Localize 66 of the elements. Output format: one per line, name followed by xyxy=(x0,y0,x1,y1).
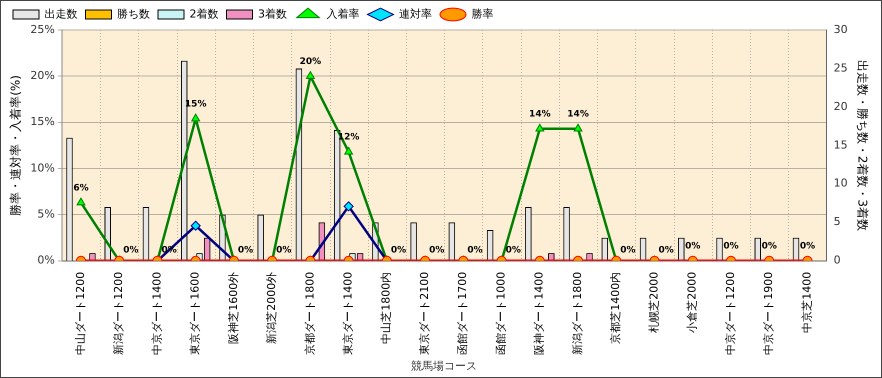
y-tick-label: 10% xyxy=(30,161,55,174)
legend-label: 勝率 xyxy=(471,7,494,20)
x-tick-label: 東京ダート1600 xyxy=(188,272,202,355)
x-tick-label: 東京ダート1400 xyxy=(341,272,354,355)
x-tick-label: 阪神芝1600外 xyxy=(226,272,240,344)
x-tick-label: 新潟ダート1200 xyxy=(112,272,126,355)
point xyxy=(574,124,582,132)
data-label: 6% xyxy=(73,183,89,194)
y2-tick-label: 0 xyxy=(834,254,841,267)
data-label: 0% xyxy=(620,246,636,256)
y-tick-label: 15% xyxy=(30,115,55,128)
x-tick-label: 阪神ダート1400 xyxy=(532,272,546,355)
x-axis-title: 競馬場コース xyxy=(411,359,478,372)
x-tick-label: 函館ダート1000 xyxy=(494,272,508,355)
text: 0% xyxy=(685,242,700,252)
y-tick-label: 5% xyxy=(37,208,55,221)
x-tick-label: 函館ダート1700 xyxy=(456,272,470,355)
text: 0% xyxy=(800,242,816,252)
legend-label: 連対率 xyxy=(398,7,432,20)
data-label: 0% xyxy=(390,246,406,256)
point xyxy=(344,146,354,155)
point xyxy=(535,124,544,132)
x-tick-label: 札幌芝2000 xyxy=(647,272,660,333)
x-tick-label: 小倉芝2000 xyxy=(686,272,699,333)
y-tick-label: 20% xyxy=(30,69,55,82)
y2-tick-label: 25 xyxy=(834,61,848,74)
y2-tick-label: 10 xyxy=(834,176,848,190)
x-tick-label: 中山ダート1200 xyxy=(74,272,87,355)
data-label: 0% xyxy=(276,246,292,256)
x-tick-label: 中山芝1800内 xyxy=(380,272,393,344)
x-tick-label: 新潟芝2000外 xyxy=(265,272,278,344)
y-axis-title: 勝率・連対率・入着率(%) xyxy=(8,75,22,216)
y-tick-label: 0% xyxy=(37,254,55,267)
x-tick-label: 新潟ダート1800 xyxy=(570,272,584,355)
legend-label: 出走数 xyxy=(44,7,78,20)
x-tick-label: 東京ダート2100 xyxy=(418,272,431,355)
data-label: 0% xyxy=(123,246,138,256)
y2-axis-title: 出走数・勝ち数・2着数・3着数 xyxy=(856,60,870,232)
legend-label: 入着率 xyxy=(326,7,360,20)
x-tick-label: 中京芝1400 xyxy=(800,272,814,333)
data-label: 14% xyxy=(567,110,589,120)
x-tick-label: 中京ダート1400 xyxy=(150,272,164,355)
text: 0% xyxy=(723,242,739,252)
data-label: 14% xyxy=(529,110,551,120)
data-label: 20% xyxy=(300,57,322,68)
data-label: 0% xyxy=(429,246,444,256)
x-tick-label: 京都芝1400内 xyxy=(609,272,622,344)
y2-tick-label: 30 xyxy=(834,22,848,36)
y2-tick-label: 5 xyxy=(834,215,841,228)
legend-label: 3着数 xyxy=(258,7,287,20)
data-label: 0% xyxy=(467,246,483,256)
point xyxy=(76,198,86,206)
text: 0% xyxy=(762,242,777,252)
data-label: 0% xyxy=(238,246,254,256)
point xyxy=(191,114,200,122)
legend-label: 勝ち数 xyxy=(117,7,150,20)
data-label: 0% xyxy=(506,246,521,256)
y2-tick-label: 15 xyxy=(834,138,848,152)
x-tick-label: 中京ダート1200 xyxy=(724,272,737,355)
x-tick-label: 京都ダート1800 xyxy=(303,272,316,355)
y-tick-label: 25% xyxy=(30,22,55,36)
point xyxy=(306,71,315,79)
y2-tick-label: 20 xyxy=(834,100,848,113)
legend-label: 2着数 xyxy=(190,7,218,20)
data-label: 0% xyxy=(658,246,674,256)
x-tick-label: 中京ダート1900 xyxy=(762,272,776,355)
